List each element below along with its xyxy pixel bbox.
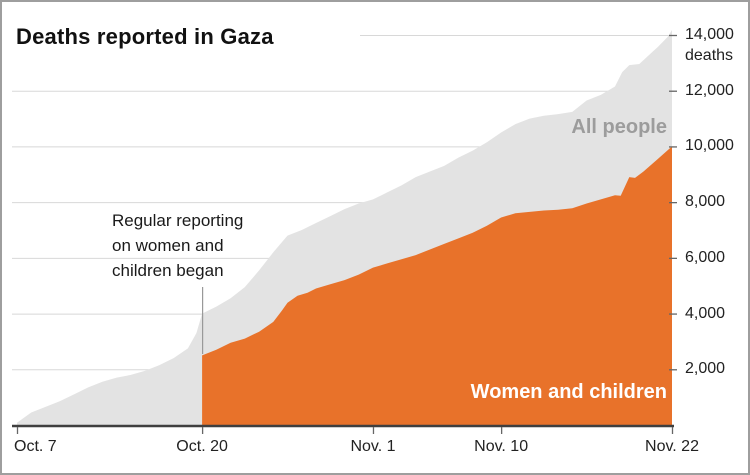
series-label-all-people: All people	[571, 116, 667, 138]
y-axis-tick-label: 2,000	[685, 360, 726, 378]
area-women-children	[202, 146, 672, 425]
x-axis-tick-label: Nov. 10	[474, 438, 529, 455]
x-axis-tick-label: Oct. 20	[176, 438, 228, 455]
chart-title: Deaths reported in Gaza	[16, 24, 274, 49]
series-label-women-children: Women and children	[470, 381, 667, 403]
annotation-text: Regular reporting on women and children …	[112, 211, 244, 280]
y-axis-tick-label: 14,000	[685, 26, 734, 43]
y-axis-tick-label: 12,000	[685, 81, 734, 99]
y-axis-tick-label: 6,000	[685, 248, 726, 266]
x-axis-tick-label: Oct. 7	[14, 438, 57, 455]
y-axis-unit-label: deaths	[685, 47, 734, 64]
y-axis-tick-label: 10,000	[685, 137, 734, 155]
x-axis-tick-label: Nov. 1	[350, 438, 396, 455]
x-axis-tick-label: Nov. 22	[645, 438, 699, 455]
y-axis-tick-label: 8,000	[685, 193, 726, 211]
y-axis-tick-label: 4,000	[685, 304, 726, 322]
